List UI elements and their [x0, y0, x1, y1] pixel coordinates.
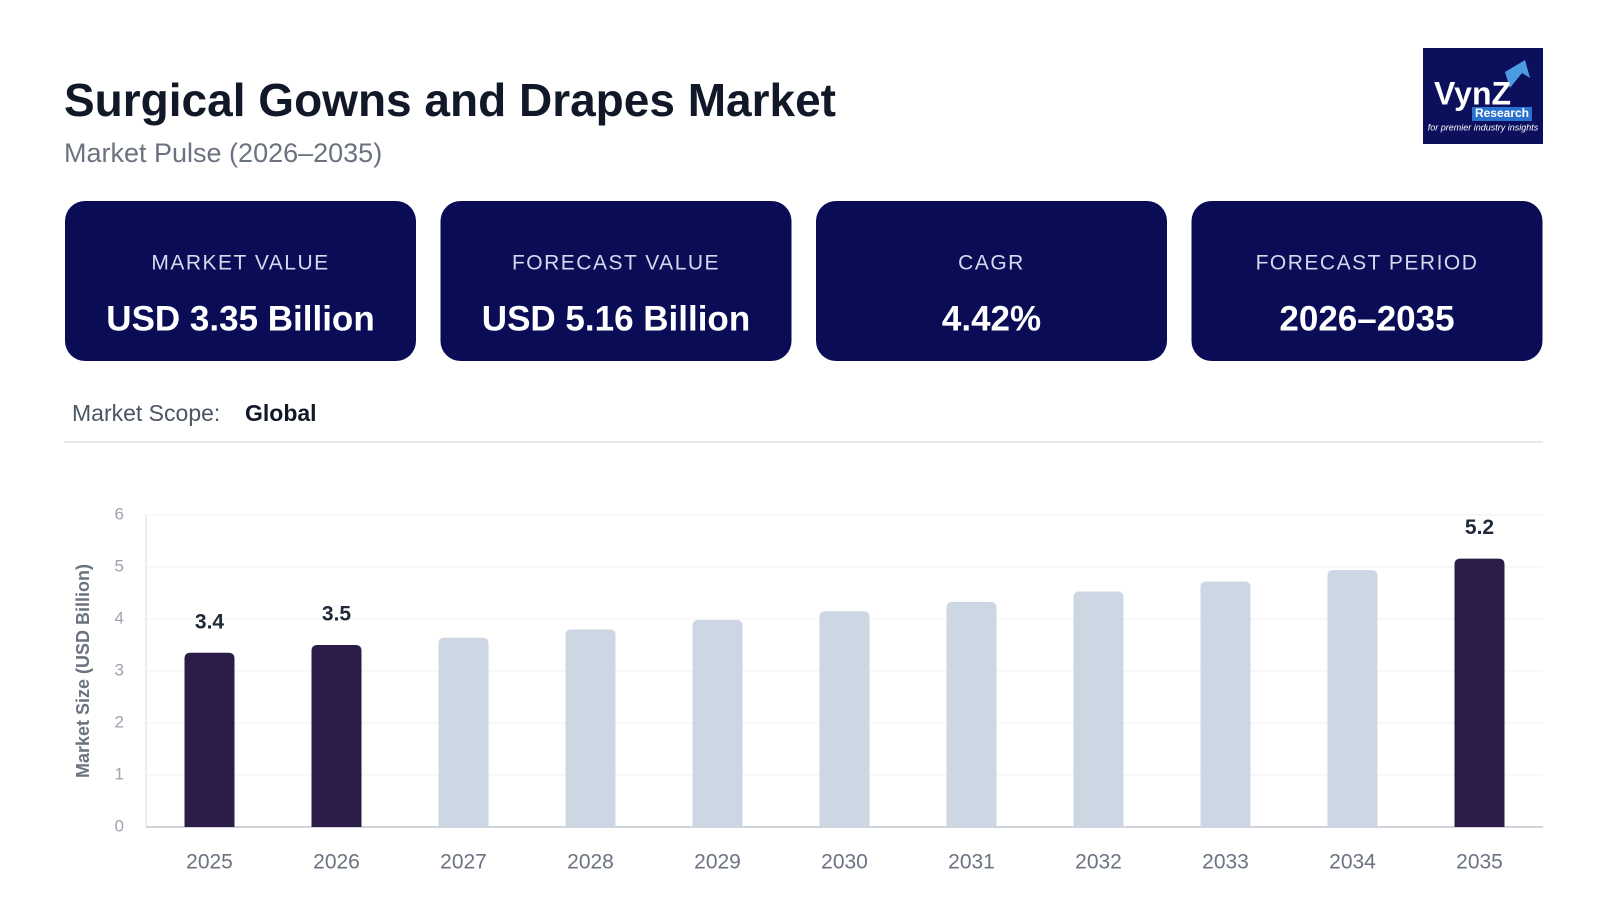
bar — [1327, 570, 1378, 827]
logo-name: VynZ — [1434, 75, 1511, 111]
bar — [692, 620, 743, 827]
bar — [819, 611, 870, 827]
kpi-value: 2026–2035 — [1279, 299, 1454, 338]
x-tick-label: 2034 — [1329, 851, 1376, 874]
kpi-card — [1191, 201, 1543, 361]
x-tick-label: 2032 — [1075, 851, 1122, 874]
logo-tag — [1472, 107, 1532, 121]
bar — [946, 601, 997, 827]
kpi-label: MARKET VALUE — [151, 252, 329, 275]
x-tick-label: 2028 — [567, 851, 614, 874]
bar — [1073, 591, 1124, 827]
kpi-card — [440, 201, 792, 361]
title: Surgical Gowns and Drapes Market — [64, 74, 836, 126]
value-label: 3.5 — [322, 603, 352, 626]
bar — [565, 629, 616, 827]
y-tick-label: 3 — [115, 660, 124, 679]
bar — [438, 637, 489, 827]
bar — [311, 645, 362, 827]
subtitle: Market Pulse (2026–2035) — [64, 138, 382, 168]
cards: MARKET VALUE USD 3.35 Billion FORECAST VAL… — [65, 201, 1543, 361]
y-tick-label: 0 — [115, 816, 124, 835]
logo-sub: Research — [1475, 106, 1529, 120]
x-tick-label: 2027 — [440, 851, 487, 874]
y-tick-label: 6 — [115, 504, 124, 523]
y-tick-label: 5 — [115, 556, 124, 575]
x-tick-label: 2029 — [694, 851, 741, 874]
x-tick-label: 2030 — [821, 851, 868, 874]
logo: VynZ Research for premier industry insig… — [1423, 48, 1543, 144]
kpi-value: USD 5.16 Billion — [482, 299, 750, 338]
kpi-value: 4.42% — [942, 299, 1041, 338]
kpi-value: USD 3.35 Billion — [106, 299, 374, 338]
value-label: 3.4 — [195, 610, 225, 633]
y-tick-label: 4 — [115, 608, 124, 627]
y-tick-label: 2 — [115, 712, 124, 731]
kpi-card — [65, 201, 416, 361]
y-axis-label: Market Size (USD Billion) — [73, 564, 93, 778]
scope-label: Market Scope: — [72, 400, 220, 426]
kpi-label: FORECAST VALUE — [512, 252, 720, 275]
y-tick-label: 1 — [115, 764, 124, 783]
kpi-label: FORECAST PERIOD — [1256, 252, 1479, 275]
bar — [1200, 581, 1251, 827]
kpi-card — [816, 201, 1167, 361]
logo-tagline: for premier industry insights — [1428, 122, 1539, 132]
x-tick-label: 2035 — [1456, 851, 1503, 874]
x-tick-label: 2025 — [186, 851, 233, 874]
x-tick-label: 2031 — [948, 851, 995, 874]
scope-value: Global — [245, 400, 317, 426]
bar — [184, 652, 235, 827]
bar — [1454, 558, 1505, 827]
value-label: 5.2 — [1465, 516, 1494, 539]
x-tick-label: 2026 — [313, 851, 360, 874]
logo-icon — [1505, 60, 1530, 88]
kpi-label: CAGR — [958, 252, 1025, 275]
x-tick-label: 2033 — [1202, 851, 1249, 874]
